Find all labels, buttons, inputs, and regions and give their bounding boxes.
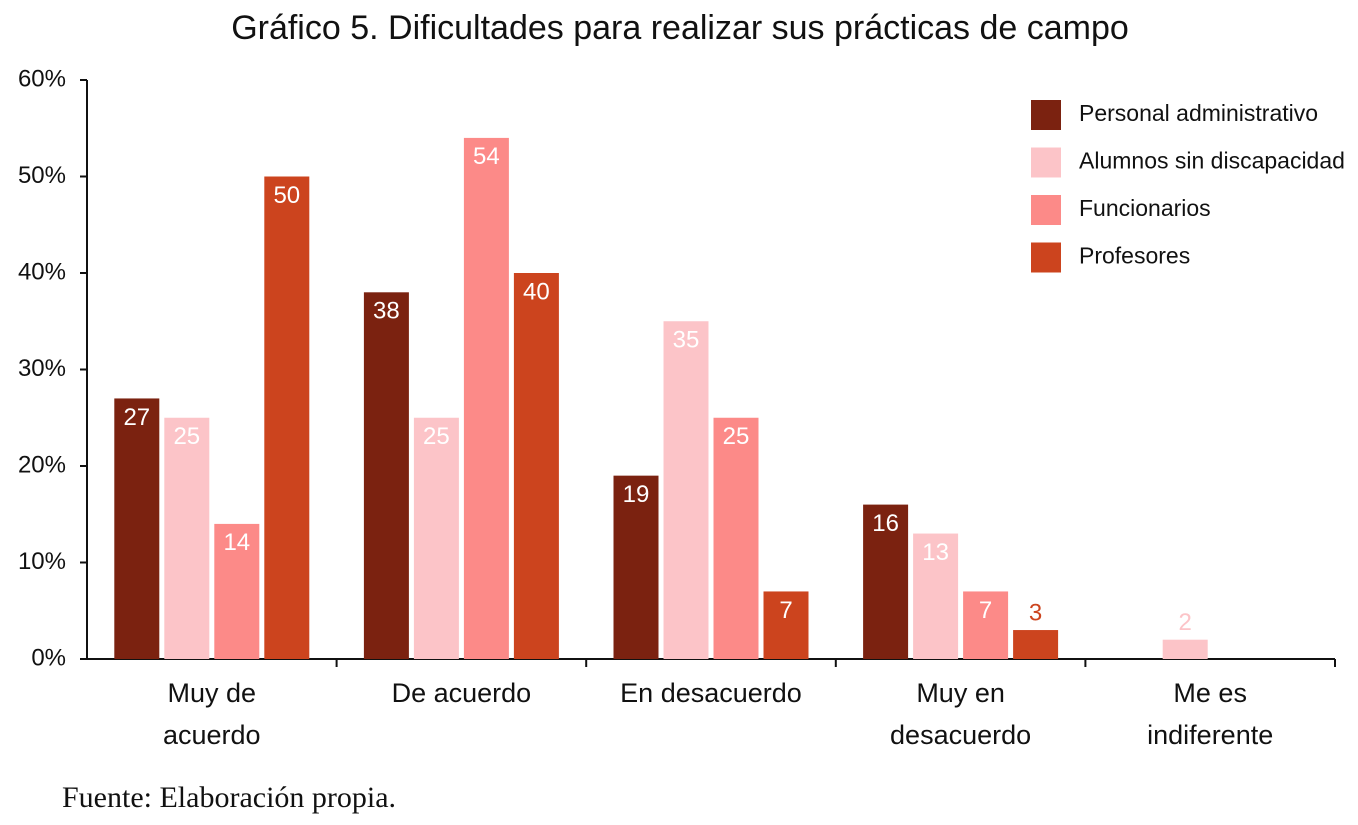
legend-swatch xyxy=(1031,242,1061,273)
bar xyxy=(463,137,509,659)
value-label: 35 xyxy=(673,327,700,354)
value-label: 7 xyxy=(779,597,792,624)
value-label: 40 xyxy=(523,278,550,305)
chart-title: Gráfico 5. Dificultades para realizar su… xyxy=(231,9,1129,47)
x-tick-label-line: De acuerdo xyxy=(392,678,532,708)
x-tick-label-line: Me es xyxy=(1173,678,1247,708)
bar xyxy=(763,591,809,659)
x-tick-label: De acuerdo xyxy=(392,678,532,708)
y-tick-label: 60% xyxy=(18,65,66,92)
bar xyxy=(863,504,909,659)
x-tick-label: Muy de acuerdo xyxy=(163,678,261,750)
x-tick-label-line: Muy en xyxy=(916,678,1005,708)
legend-label: Funcionarios xyxy=(1079,195,1211,221)
bar xyxy=(913,533,959,659)
bar xyxy=(214,523,260,659)
x-tick-label: Me es indiferente xyxy=(1147,678,1273,750)
bar xyxy=(613,475,659,659)
y-tick-label: 50% xyxy=(18,162,66,189)
legend-label: Profesores xyxy=(1079,243,1190,269)
bar xyxy=(114,398,160,659)
y-tick-label: 30% xyxy=(18,355,66,382)
value-label: 7 xyxy=(979,597,992,624)
y-tick-label: 10% xyxy=(18,548,66,575)
bar xyxy=(264,176,310,659)
value-label: 16 xyxy=(872,510,899,537)
x-tick-label-line: Muy de xyxy=(168,678,257,708)
bar xyxy=(963,591,1009,659)
bar xyxy=(413,417,459,659)
bar xyxy=(1013,630,1059,659)
x-tick-label: Muy en desacuerdo xyxy=(890,678,1031,750)
y-tick-label: 0% xyxy=(31,644,66,671)
y-tick-label: 40% xyxy=(18,258,66,285)
value-label: 25 xyxy=(173,423,200,450)
bar xyxy=(663,321,709,659)
value-label: 2 xyxy=(1179,609,1192,636)
bar xyxy=(363,292,409,659)
x-tick-label-line: acuerdo xyxy=(163,720,261,750)
value-label: 38 xyxy=(373,298,400,325)
source-note: Fuente: Elaboración propia. xyxy=(62,781,396,814)
legend-label: Personal administrativo xyxy=(1079,100,1318,126)
bar xyxy=(1162,639,1208,659)
legend-swatch xyxy=(1031,195,1061,225)
bar xyxy=(513,273,559,659)
value-label: 27 xyxy=(123,404,150,431)
legend-swatch xyxy=(1031,100,1061,130)
bar xyxy=(713,417,759,659)
x-tick-label-line: desacuerdo xyxy=(890,720,1031,750)
value-label: 50 xyxy=(273,182,300,209)
y-tick-label: 20% xyxy=(18,451,66,478)
bar xyxy=(164,417,210,659)
x-tick-label: En desacuerdo xyxy=(620,678,802,708)
value-label: 13 xyxy=(922,539,949,566)
value-label: 3 xyxy=(1029,599,1042,626)
x-tick-label-line: En desacuerdo xyxy=(620,678,802,708)
value-label: 14 xyxy=(223,529,250,556)
value-label: 25 xyxy=(723,423,750,450)
legend-swatch xyxy=(1031,147,1061,178)
value-label: 19 xyxy=(623,481,650,508)
value-label: 25 xyxy=(423,423,450,450)
value-label: 54 xyxy=(473,143,500,170)
legend-label: Alumnos sin discapacidad xyxy=(1079,148,1345,174)
x-tick-label-line: indiferente xyxy=(1147,720,1273,750)
